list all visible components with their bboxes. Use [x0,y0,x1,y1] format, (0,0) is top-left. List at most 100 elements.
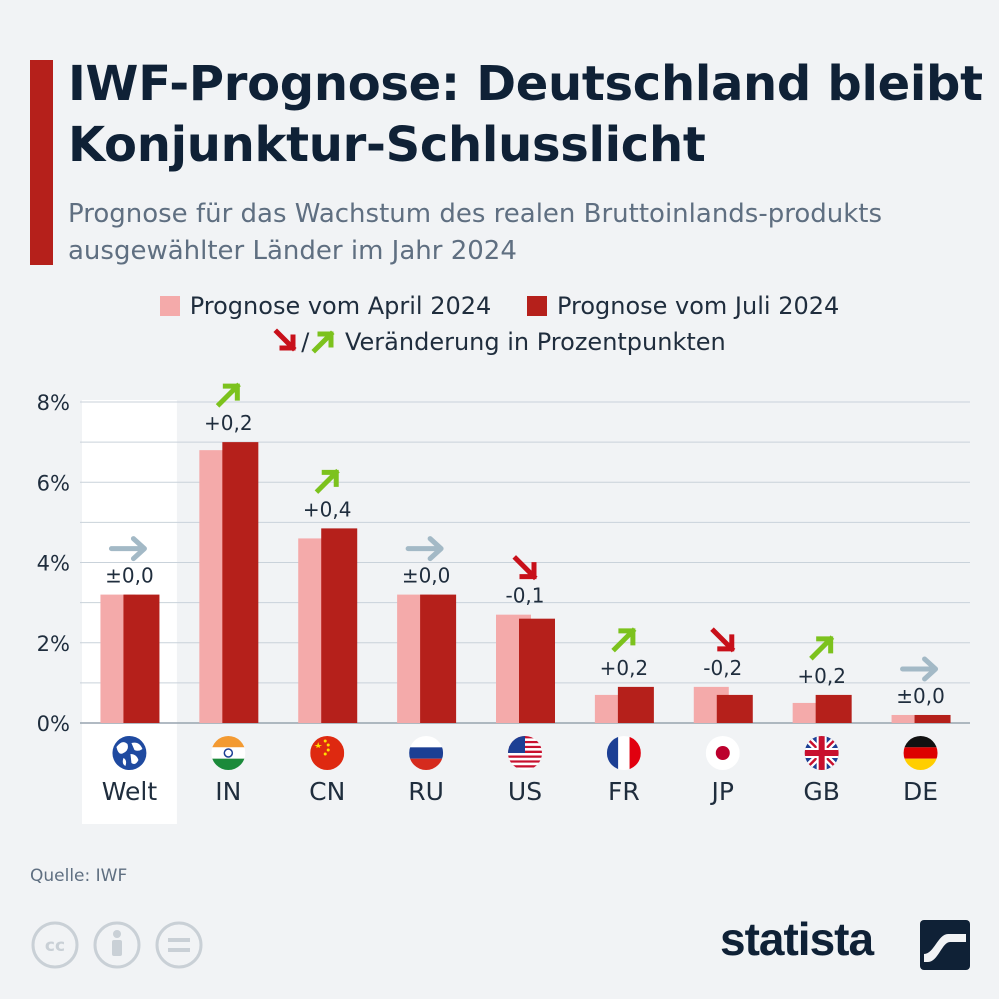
flag-fill [508,736,542,770]
flag-stripe [508,757,542,761]
flag-stripe [508,755,542,758]
y-tick-label: 0% [37,712,70,736]
statista-logo-icon [920,920,970,970]
category-label: JP [710,777,734,806]
chart-title: IWF-Prognose: Deutschland bleibt Konjunk… [68,56,983,173]
arrow-up-icon [215,382,241,408]
flag-fill [606,736,641,770]
category-label: FR [608,777,640,806]
attribution-icon [93,921,141,969]
arrow-down-icon [273,328,297,352]
statista-wordmark: statista [720,913,874,965]
category-label: GB [803,777,840,806]
change-label: ±0,0 [896,684,945,708]
change-label: ±0,0 [402,564,451,588]
flag-fill [112,736,147,770]
source-note: Quelle: IWF [30,866,128,886]
flag-small-star [323,752,327,756]
flag-germany-icon [903,736,938,770]
flag-stripe [211,747,246,759]
flag-stripe [629,736,641,770]
flag-stripe [606,736,619,770]
change-label: +0,2 [204,411,253,435]
flag-uk-icon [804,736,839,770]
change-label: ±0,0 [105,564,154,588]
flag-india-icon [211,736,246,770]
globe-icon [112,736,147,770]
category-label: IN [215,777,241,806]
bar-juli [123,594,160,723]
cc-icon: cc [31,921,79,969]
legend-slash: / [301,328,310,356]
flag-stripe [508,753,542,756]
arrow-down-icon [710,627,736,653]
category-label: DE [903,777,938,806]
chart-subtitle: Prognose für das Wachstum des realen Bru… [68,199,883,266]
change-label: -0,2 [703,656,742,680]
globe-land [116,742,143,766]
bar-juli [914,714,951,723]
flag-japan-icon [705,736,740,770]
flag-stripe [211,758,246,770]
flag-stripe [211,736,246,748]
flag-usa-icon [508,736,542,770]
flag-stripe [409,736,444,748]
bar-juli [222,442,259,723]
arrow-right-icon [900,656,939,682]
legend-label-juli: Prognose vom Juli 2024 [556,292,840,320]
bar-juli [420,594,457,723]
bar-juli [519,618,555,723]
legend-item-juli: Prognose vom Juli 2024 [526,288,840,324]
arrow-down-icon [512,555,538,581]
flag-stripe [508,760,542,763]
bar-juli [815,694,852,723]
y-tick-label: 4% [37,552,70,576]
change-label: +0,4 [303,497,352,521]
change-label: +0,2 [600,656,649,680]
flag-stripe [903,758,938,770]
y-tick-label: 8% [37,391,70,415]
flag-small-star [326,743,330,747]
bar-juli [617,686,654,723]
no-derivatives-icon [155,921,203,969]
bar-juli [321,528,358,723]
flag-sun [715,746,730,760]
flag-fill [211,736,246,770]
flag-stripe [409,758,444,770]
change-label: -0,1 [505,584,544,608]
flag-stripe [618,736,630,770]
arrow-up-icon [311,330,335,354]
legend-item-april: Prognose vom April 2024 [159,288,492,324]
flag-stripe [903,736,938,748]
title-accent-bar [30,60,53,265]
flag-fill [705,736,740,770]
change-label: +0,2 [797,664,846,688]
flag-russia-icon [409,736,444,770]
svg-text:cc: cc [45,936,65,956]
flag-fill [409,736,444,770]
license-icons: cc [31,921,203,969]
category-label: CN [309,777,345,806]
flag-france-icon [606,736,641,770]
flag-stripe [508,762,542,766]
arrow-up-icon [314,468,340,494]
flag-stripe [508,765,542,768]
flag-chakra [223,748,234,758]
legend-label-april: Prognose vom April 2024 [189,292,492,320]
flag-fill [310,736,345,770]
flag-cross-red [818,736,825,770]
bar-april [891,714,927,723]
flag-stripe [903,747,938,759]
legend-change-row: / Veränderung in Prozentpunkten [0,324,999,360]
arrow-right-icon [405,536,444,562]
arrow-up-icon [809,635,835,661]
legend: Prognose vom April 2024 Prognose vom Jul… [0,288,999,360]
legend-swatch-juli [526,296,547,316]
flag-fill [804,736,839,770]
y-tick-label: 6% [37,471,70,495]
legend-swatch-april [159,296,180,316]
arrow-up-icon [611,627,637,653]
flag-small-star [326,748,330,752]
legend-label-change: Veränderung in Prozentpunkten [344,328,726,356]
bar-chart: 0% 2% 4% 6% 8% ±0,0 Welt +0,2 IN +0,4 CN ±0,0 RU -0,1… [37,382,970,824]
